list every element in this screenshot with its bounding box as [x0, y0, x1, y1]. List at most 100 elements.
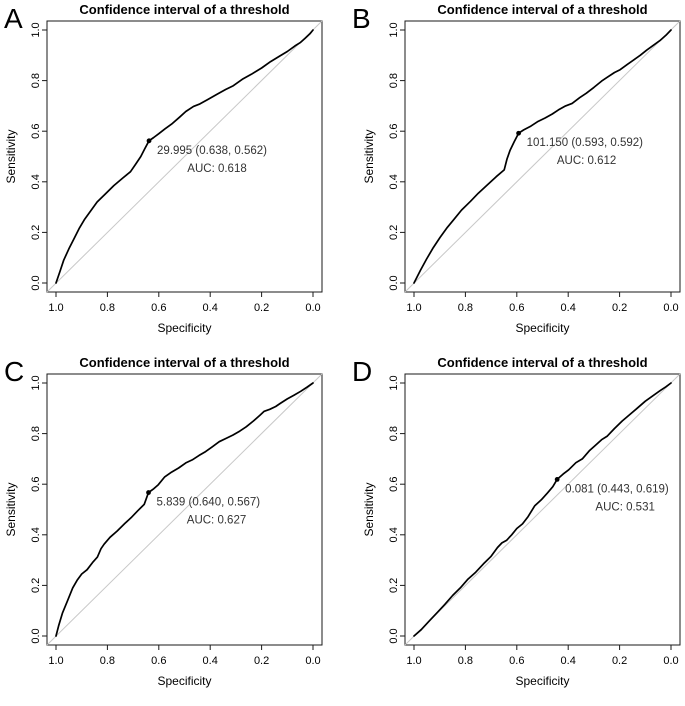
threshold-annotation: 29.995 (0.638, 0.562) — [157, 145, 267, 157]
x-axis-title: Specificity — [157, 321, 211, 335]
y-tick-label: 0.0 — [30, 275, 42, 290]
y-tick-label: 0.4 — [388, 527, 400, 542]
panel-title: Confidence interval of a threshold — [437, 2, 647, 17]
x-axis: 1.0 0.8 0.6 0.4 0.2 0.0 Specificity — [48, 645, 321, 688]
y-tick-label: 0.6 — [30, 124, 42, 139]
x-axis: 1.0 0.8 0.6 0.4 0.2 0.0 Specificity — [48, 292, 321, 335]
x-tick-label: 0.6 — [151, 655, 166, 667]
y-tick-label: 0.4 — [30, 174, 42, 189]
y-tick-label: 0.2 — [388, 578, 400, 593]
roc-panel-a: A Confidence interval of a threshold 1.0 0.… — [0, 0, 342, 358]
auc-annotation: AUC: 0.531 — [595, 501, 654, 513]
y-tick-label: 0.2 — [30, 578, 42, 593]
y-tick-label: 0.6 — [388, 477, 400, 492]
diagonal-reference-line — [404, 20, 681, 293]
y-tick-label: 0.0 — [30, 628, 42, 643]
threshold-annotation: 101.150 (0.593, 0.592) — [527, 137, 644, 149]
y-tick-label: 0.8 — [30, 426, 42, 441]
x-tick-label: 0.2 — [612, 302, 627, 314]
plot-box — [404, 373, 681, 646]
y-tick-label: 0.8 — [388, 73, 400, 88]
panel-letter: D — [352, 356, 372, 387]
threshold-annotation: 0.081 (0.443, 0.619) — [565, 483, 669, 495]
roc-panel-b: B Confidence interval of a threshold 1.0 0.… — [342, 0, 685, 358]
roc-plot-svg: D Confidence interval of a threshold 1.0 0.… — [352, 355, 681, 688]
y-tick-label: 0.6 — [388, 124, 400, 139]
x-tick-label: 0.0 — [663, 302, 678, 314]
x-tick-label: 1.0 — [48, 655, 63, 667]
roc-curve — [413, 29, 672, 284]
x-tick-label: 0.8 — [100, 302, 115, 314]
y-tick-label: 0.0 — [388, 628, 400, 643]
x-tick-label: 0.2 — [254, 302, 269, 314]
auc-annotation: AUC: 0.612 — [557, 155, 616, 167]
y-tick-label: 0.2 — [30, 225, 42, 240]
x-axis: 1.0 0.8 0.6 0.4 0.2 0.0 Specificity — [406, 292, 679, 335]
x-tick-label: 0.8 — [458, 302, 473, 314]
y-axis: 0.0 0.2 0.4 0.6 0.8 1.0 Sensitivity — [362, 375, 405, 644]
x-tick-label: 0.4 — [561, 302, 576, 314]
diagonal-reference-line — [46, 20, 323, 293]
x-tick-label: 0.0 — [305, 655, 320, 667]
x-axis-title: Specificity — [157, 674, 211, 688]
x-tick-label: 0.0 — [663, 655, 678, 667]
panel-letter: B — [352, 3, 371, 34]
plot-box — [46, 20, 323, 293]
roc-curve — [55, 382, 314, 637]
x-tick-label: 0.6 — [151, 302, 166, 314]
x-tick-label: 1.0 — [48, 302, 63, 314]
threshold-marker — [146, 138, 152, 144]
x-tick-label: 0.6 — [509, 655, 524, 667]
plot-box — [404, 20, 681, 293]
diagonal-reference-line — [46, 373, 323, 646]
x-tick-label: 0.2 — [612, 655, 627, 667]
roc-panel-d: D Confidence interval of a threshold 1.0 0.… — [342, 353, 685, 706]
threshold-annotation: 5.839 (0.640, 0.567) — [157, 497, 261, 509]
panel-letter: A — [4, 3, 23, 34]
y-axis: 0.0 0.2 0.4 0.6 0.8 1.0 Sensitivity — [4, 22, 47, 291]
threshold-marker — [146, 490, 151, 495]
x-tick-label: 0.4 — [203, 302, 218, 314]
threshold-marker — [516, 130, 521, 136]
roc-plot-svg: B Confidence interval of a threshold 1.0 0.… — [352, 2, 681, 335]
panel-title: Confidence interval of a threshold — [79, 355, 289, 370]
y-tick-label: 1.0 — [388, 375, 400, 390]
diagonal-reference-line — [404, 373, 681, 646]
y-tick-label: 0.2 — [388, 225, 400, 240]
y-axis: 0.0 0.2 0.4 0.6 0.8 1.0 Sensitivity — [4, 375, 47, 644]
y-axis-title: Sensitivity — [4, 482, 18, 536]
x-tick-label: 0.0 — [305, 302, 320, 314]
y-tick-label: 0.8 — [30, 73, 42, 88]
x-tick-label: 0.8 — [458, 655, 473, 667]
x-axis: 1.0 0.8 0.6 0.4 0.2 0.0 Specificity — [406, 645, 679, 688]
auc-annotation: AUC: 0.618 — [187, 163, 246, 175]
roc-panel-c: C Confidence interval of a threshold 1.0 0.… — [0, 353, 342, 706]
y-tick-label: 1.0 — [30, 375, 42, 390]
y-tick-label: 0.8 — [388, 426, 400, 441]
y-tick-label: 1.0 — [30, 22, 42, 37]
roc-curve — [413, 382, 672, 637]
auc-annotation: AUC: 0.627 — [187, 515, 246, 527]
x-tick-label: 0.4 — [203, 655, 218, 667]
plot-box — [46, 373, 323, 646]
y-axis: 0.0 0.2 0.4 0.6 0.8 1.0 Sensitivity — [362, 22, 405, 291]
threshold-marker — [554, 476, 560, 482]
x-axis-title: Specificity — [515, 674, 569, 688]
y-tick-label: 0.0 — [388, 275, 400, 290]
x-tick-label: 1.0 — [406, 655, 421, 667]
x-tick-label: 0.4 — [561, 655, 576, 667]
y-tick-label: 0.4 — [388, 174, 400, 189]
x-tick-label: 1.0 — [406, 302, 421, 314]
x-axis-title: Specificity — [515, 321, 569, 335]
panel-title: Confidence interval of a threshold — [79, 2, 289, 17]
y-axis-title: Sensitivity — [4, 129, 18, 183]
y-tick-label: 0.6 — [30, 477, 42, 492]
roc-curve — [55, 29, 314, 284]
y-axis-title: Sensitivity — [362, 129, 376, 183]
y-tick-label: 0.4 — [30, 527, 42, 542]
panel-title: Confidence interval of a threshold — [437, 355, 647, 370]
x-tick-label: 0.6 — [509, 302, 524, 314]
